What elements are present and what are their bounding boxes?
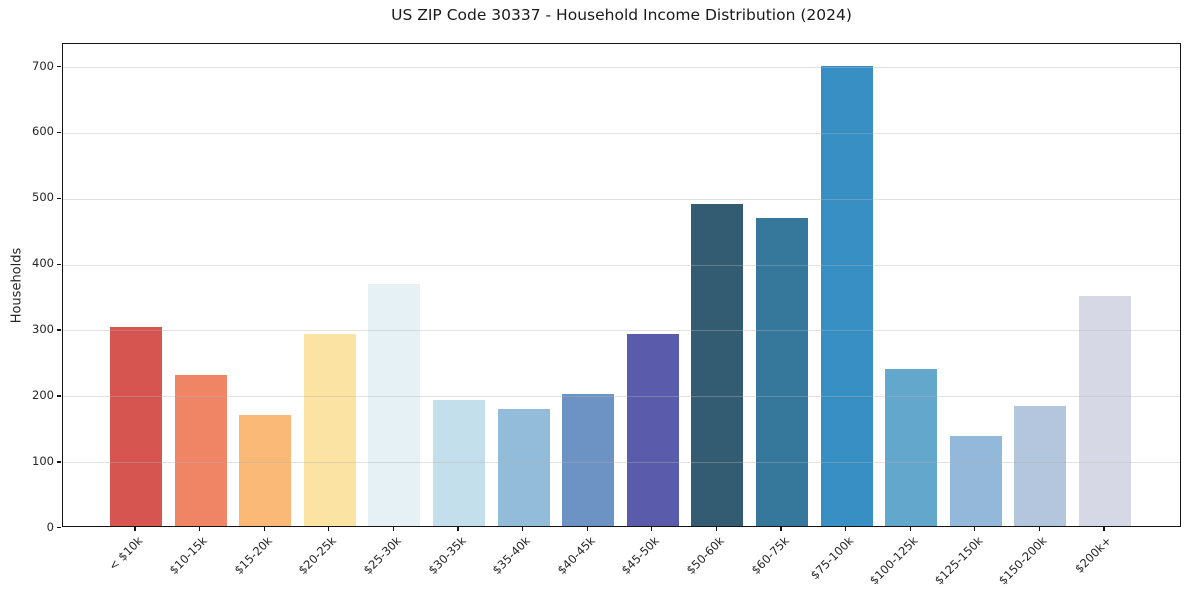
- y-tick-label: 300: [32, 321, 54, 336]
- bar: [433, 399, 485, 526]
- gridline: [63, 462, 1180, 464]
- x-tick-label: $150-200k: [996, 533, 1050, 588]
- bar: [820, 66, 873, 526]
- plot-area: [62, 43, 1181, 527]
- bar: [691, 204, 744, 526]
- gridline: [63, 198, 1180, 200]
- bar: [756, 217, 808, 526]
- y-tick-label: 600: [32, 124, 54, 139]
- x-axis-tick: [974, 527, 976, 531]
- x-axis-tick: [844, 527, 847, 531]
- bar: [303, 334, 356, 526]
- x-axis-tick: [392, 527, 395, 531]
- x-tick-label: $30-35k: [425, 533, 469, 578]
- x-tick-label: $10-15k: [166, 533, 211, 578]
- gridline: [63, 67, 1180, 69]
- bar: [885, 369, 938, 526]
- y-tick-label: 100: [32, 453, 54, 468]
- x-tick-label: < $10k: [105, 533, 146, 574]
- x-tick-label: $125-150k: [931, 533, 986, 588]
- gridline: [63, 264, 1180, 266]
- x-axis-tick: [1103, 527, 1105, 531]
- bar: [1014, 405, 1067, 526]
- gridline: [63, 132, 1180, 134]
- y-axis-tick: [57, 131, 61, 134]
- bar: [562, 394, 615, 526]
- x-tick-label: $45-50k: [618, 533, 663, 578]
- x-tick-label: $35-40k: [489, 533, 534, 578]
- y-axis-label: Households: [9, 247, 25, 324]
- x-axis-tick: [198, 527, 201, 531]
- x-axis-tick: [780, 527, 782, 531]
- x-axis-tick: [328, 527, 330, 531]
- y-tick-label: 200: [32, 387, 54, 402]
- x-axis-tick: [1038, 527, 1041, 531]
- bar: [368, 284, 421, 526]
- bar: [174, 374, 227, 526]
- gridline: [63, 330, 1180, 332]
- chart-title: US ZIP Code 30337 - Household Income Dis…: [391, 6, 852, 24]
- y-tick-label: 400: [32, 256, 54, 271]
- x-tick-label: $100-125k: [866, 533, 921, 588]
- x-tick-label: $25-30k: [360, 533, 404, 578]
- bar: [497, 409, 550, 526]
- y-axis-tick: [57, 197, 61, 200]
- bar: [1079, 296, 1131, 526]
- x-tick-label: $20-25k: [295, 533, 340, 578]
- x-tick-label: $75-100k: [807, 533, 857, 583]
- x-tick-label: $200k+: [1072, 533, 1115, 576]
- x-tick-label: $15-20k: [231, 533, 275, 578]
- bar: [626, 333, 679, 526]
- x-axis-tick: [263, 527, 265, 531]
- y-tick-label: 700: [32, 58, 54, 73]
- x-axis-tick: [909, 527, 911, 531]
- y-axis-tick: [57, 263, 61, 265]
- y-axis-tick: [57, 66, 61, 68]
- x-tick-label: $40-45k: [554, 533, 598, 578]
- x-axis-tick: [521, 527, 524, 531]
- x-tick-label: $50-60k: [683, 533, 727, 578]
- y-tick-label: 0: [46, 519, 54, 534]
- x-axis-tick: [651, 527, 653, 531]
- bar: [949, 436, 1002, 526]
- gridline: [63, 396, 1180, 398]
- x-tick-label: $60-75k: [748, 533, 792, 578]
- y-axis-tick: [57, 461, 61, 463]
- bar: [239, 415, 292, 526]
- x-axis-tick: [134, 527, 136, 531]
- bar: [110, 327, 162, 526]
- y-tick-label: 500: [32, 190, 54, 205]
- x-axis-tick: [457, 527, 459, 531]
- x-axis-tick: [586, 527, 588, 531]
- x-axis-tick: [715, 527, 718, 531]
- y-axis-tick: [57, 527, 61, 529]
- y-axis-tick: [57, 329, 61, 331]
- y-axis-tick: [57, 395, 61, 397]
